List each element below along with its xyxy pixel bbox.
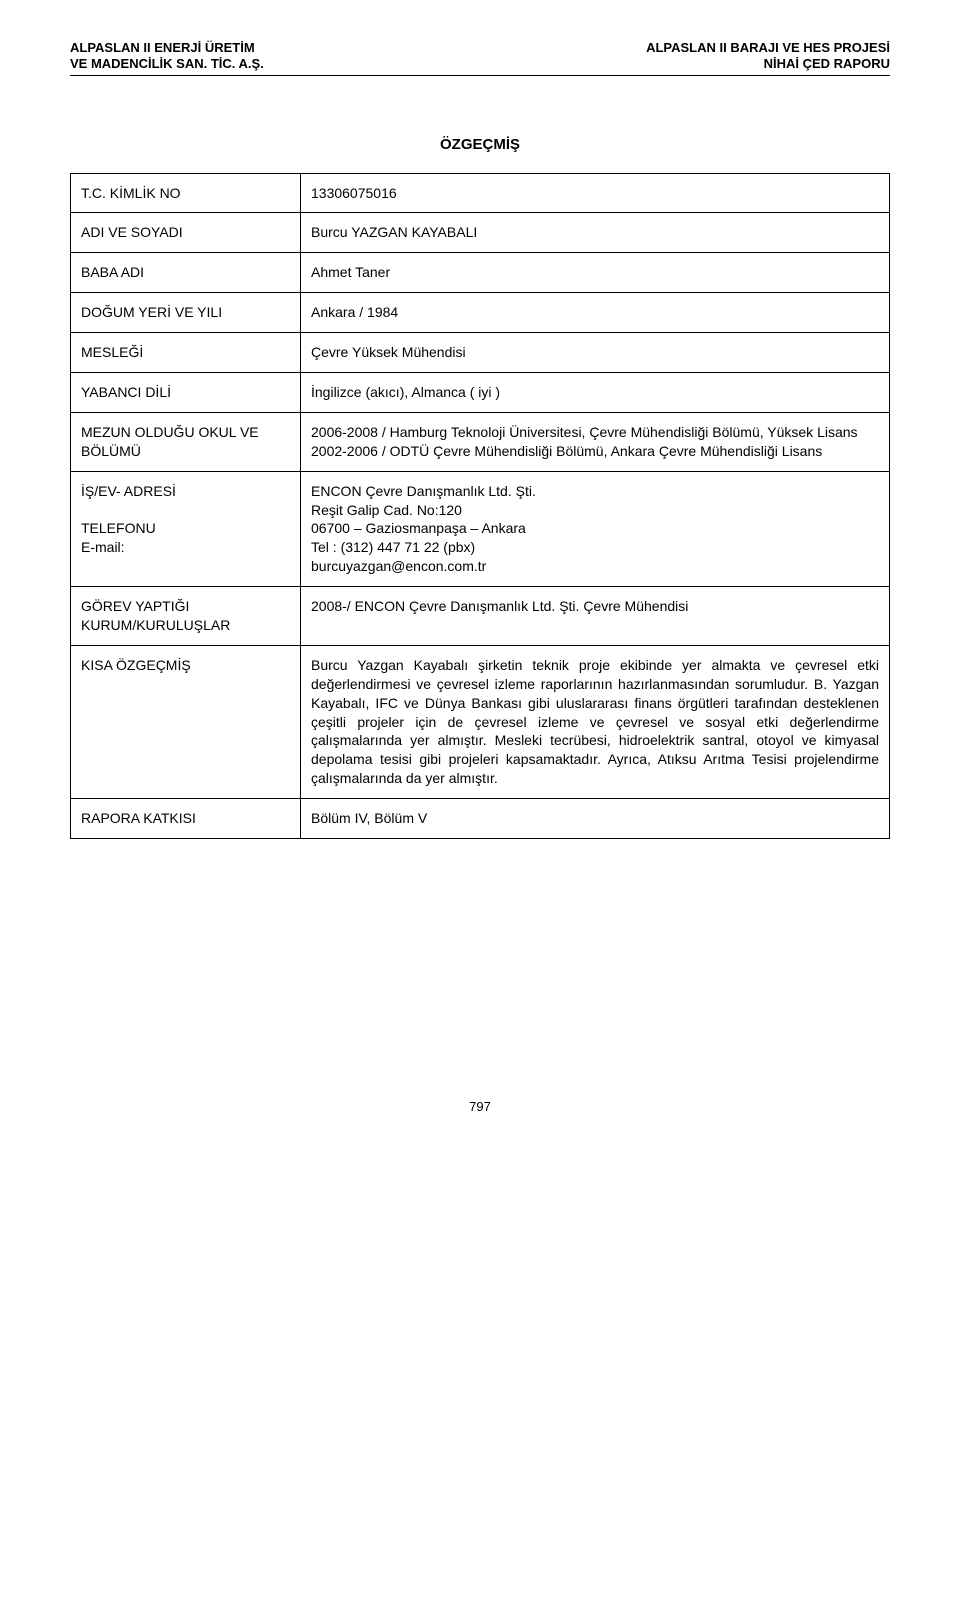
value-summary: Burcu Yazgan Kayabalı şirketin teknik pr… [301,645,890,798]
header-left-line1: ALPASLAN II ENERJİ ÜRETİM [70,40,255,55]
value-father: Ahmet Taner [301,253,890,293]
value-emp: 2008-/ ENCON Çevre Danışmanlık Ltd. Şti.… [301,587,890,646]
value-job: Çevre Yüksek Mühendisi [301,333,890,373]
label-name: ADI VE SOYADI [71,213,301,253]
cv-table: T.C. KİMLİK NO 13306075016 ADI VE SOYADI… [70,173,890,839]
label-tc: T.C. KİMLİK NO [71,173,301,213]
header-left: ALPASLAN II ENERJİ ÜRETİM VE MADENCİLİK … [70,40,264,73]
page-number: 797 [70,1099,890,1114]
header-right: ALPASLAN II BARAJI VE HES PROJESİ NİHAİ … [646,40,890,73]
table-row: DOĞUM YERİ VE YILI Ankara / 1984 [71,293,890,333]
label-summary: KISA ÖZGEÇMİŞ [71,645,301,798]
value-edu: 2006-2008 / Hamburg Teknoloji Üniversite… [301,412,890,471]
table-row: İŞ/EV- ADRESİ TELEFONUE-mail: ENCON Çevr… [71,471,890,586]
label-addr: İŞ/EV- ADRESİ TELEFONUE-mail: [71,471,301,586]
label-edu: MEZUN OLDUĞU OKUL VE BÖLÜMÜ [71,412,301,471]
table-row: MEZUN OLDUĞU OKUL VE BÖLÜMÜ 2006-2008 / … [71,412,890,471]
table-row: GÖREV YAPTIĞI KURUM/KURULUŞLAR 2008-/ EN… [71,587,890,646]
header-left-line2: VE MADENCİLİK SAN. TİC. A.Ş. [70,56,264,71]
header-right-line1: ALPASLAN II BARAJI VE HES PROJESİ [646,40,890,55]
label-lang: YABANCI DİLİ [71,372,301,412]
label-father: BABA ADI [71,253,301,293]
header-right-line2: NİHAİ ÇED RAPORU [764,56,890,71]
label-birth: DOĞUM YERİ VE YILI [71,293,301,333]
value-name: Burcu YAZGAN KAYABALI [301,213,890,253]
cv-title: ÖZGEÇMİŞ [70,136,890,153]
value-lang: İngilizce (akıcı), Almanca ( iyi ) [301,372,890,412]
header-underline [70,75,890,76]
table-row: YABANCI DİLİ İngilizce (akıcı), Almanca … [71,372,890,412]
table-row: MESLEĞİ Çevre Yüksek Mühendisi [71,333,890,373]
table-row: KISA ÖZGEÇMİŞ Burcu Yazgan Kayabalı şirk… [71,645,890,798]
label-job: MESLEĞİ [71,333,301,373]
value-tc: 13306075016 [301,173,890,213]
value-birth: Ankara / 1984 [301,293,890,333]
table-row: T.C. KİMLİK NO 13306075016 [71,173,890,213]
table-row: RAPORA KATKISI Bölüm IV, Bölüm V [71,799,890,839]
value-contrib: Bölüm IV, Bölüm V [301,799,890,839]
table-row: ADI VE SOYADI Burcu YAZGAN KAYABALI [71,213,890,253]
table-row: BABA ADI Ahmet Taner [71,253,890,293]
page-header: ALPASLAN II ENERJİ ÜRETİM VE MADENCİLİK … [70,40,890,73]
value-addr: ENCON Çevre Danışmanlık Ltd. Şti.Reşit G… [301,471,890,586]
page: ALPASLAN II ENERJİ ÜRETİM VE MADENCİLİK … [0,0,960,1154]
label-emp: GÖREV YAPTIĞI KURUM/KURULUŞLAR [71,587,301,646]
label-contrib: RAPORA KATKISI [71,799,301,839]
